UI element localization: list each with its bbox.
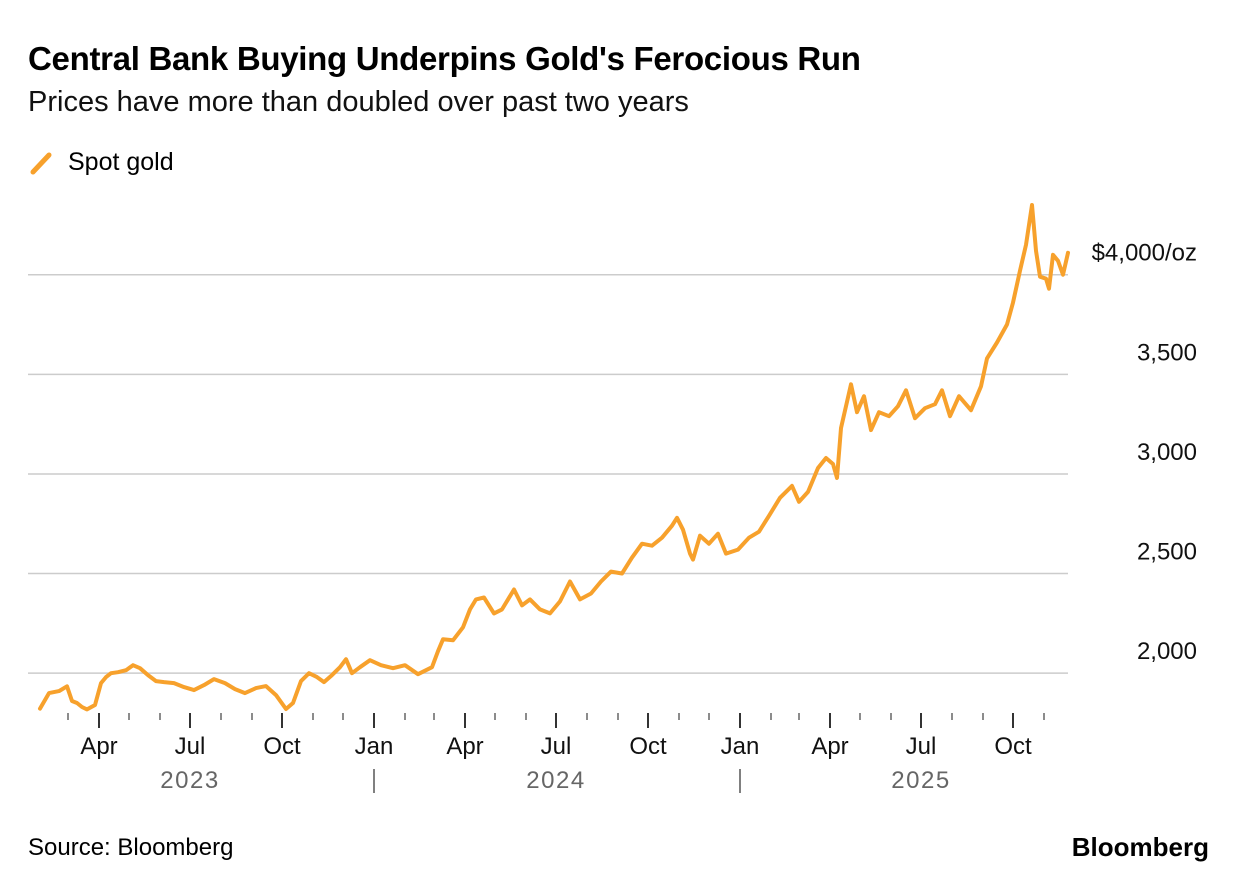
legend-swatch-icon [30,152,52,174]
x-tick-label: Jul [541,733,572,760]
chart-title: Central Bank Buying Underpins Gold's Fer… [28,40,861,77]
y-tick-label: 3,000 [1137,439,1197,466]
x-year-label: 2024 [526,767,585,794]
y-tick-label: 2,000 [1137,638,1197,665]
x-tick-label: Oct [994,733,1032,760]
source-note: Source: Bloomberg [28,834,234,861]
y-tick-label: 2,500 [1137,539,1197,566]
y-tick-label: 3,500 [1137,339,1197,366]
legend: Spot gold [28,148,174,177]
series-line-spot-gold [38,203,1070,712]
chart-subtitle: Prices have more than doubled over past … [28,86,689,118]
brand-logo: Bloomberg [1071,832,1209,862]
x-tick-label: Apr [446,733,483,760]
x-tick-label: Apr [80,733,117,760]
x-year-label: 2025 [891,767,950,794]
x-tick-label: Jul [175,733,206,760]
legend-label: Spot gold [68,148,174,176]
x-tick-label: Jan [721,733,760,760]
x-tick-label: Jan [355,733,394,760]
x-tick-label: Oct [629,733,667,760]
x-tick-label: Jul [906,733,937,760]
x-tick-label: Apr [811,733,848,760]
x-tick-label: Oct [263,733,301,760]
y-tick-label: $4,000/oz [1092,240,1197,267]
x-year-label: 2023 [160,767,219,794]
